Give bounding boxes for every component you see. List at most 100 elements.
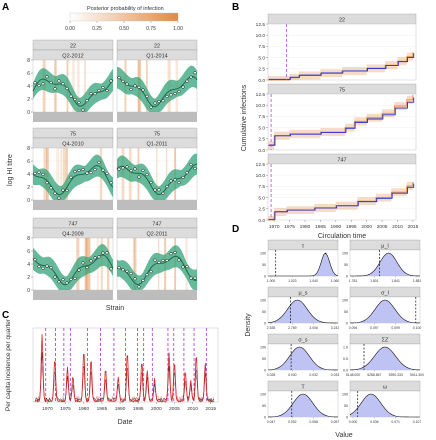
posterior-density-curve (267, 393, 339, 418)
y-tick-label: 100 (260, 346, 266, 350)
titre-observation-point (169, 179, 173, 183)
facet-strip-label: Q1-2011 (147, 142, 168, 148)
titre-observation-point (97, 255, 101, 259)
titre-observation-point (49, 266, 53, 270)
facet-strip-label: Q2-2012 (62, 54, 83, 60)
y-tick-label: 0 (264, 416, 266, 420)
titre-observation-point (173, 92, 177, 96)
titre-observation-point (173, 178, 177, 182)
incidence-sample-line (34, 366, 215, 403)
infection-probability-streak (60, 148, 63, 200)
y-tick-label: 6 (27, 159, 30, 165)
y-tick-label: 5.0 (258, 125, 265, 131)
titre-observation-point (193, 276, 197, 280)
y-tick-label: 4 (27, 172, 30, 178)
y-axis-label: Per capita incidence per quarter (5, 318, 12, 411)
titre-observation-point (149, 270, 153, 274)
titre-observation-point (97, 88, 101, 93)
posterior-density-fill (268, 253, 338, 276)
x-tick-label: 1.801 (370, 279, 379, 283)
titre-observation-point (57, 280, 61, 284)
legend-tick-label: 0.00 (65, 26, 75, 32)
titre-observation-point (65, 86, 69, 90)
titre-observation-point (193, 166, 197, 171)
param-strip-label: τ (302, 244, 305, 250)
titre-observation-point (65, 281, 69, 285)
x-tick-label: 0.107 (413, 420, 422, 424)
titre-observation-point (45, 264, 49, 268)
titre-observation-point (85, 99, 89, 103)
x-tick-label: 2005 (377, 224, 388, 230)
x-axis-label: Circulation time (318, 233, 366, 240)
y-tick-label: 0.0 (258, 78, 265, 84)
x-axis-label: Strain (106, 305, 124, 312)
x-tick-label: 1985 (97, 406, 108, 412)
titre-observation-point (117, 167, 121, 171)
titre-credible-band (117, 153, 197, 200)
y-tick-label: 12.5 (256, 162, 266, 168)
posterior-density-fill (268, 347, 338, 370)
titre-observation-point (93, 92, 97, 96)
titre-observation-point (181, 175, 185, 179)
titre-observation-point (81, 261, 85, 265)
x-axis-label: Value (335, 432, 352, 439)
titre-observation-point (161, 99, 165, 103)
titre-observation-point (41, 172, 45, 176)
y-tick-label: 7.5 (258, 44, 265, 50)
titre-observation-point (77, 101, 81, 105)
legend-tick-label: 1.00 (173, 26, 183, 32)
titre-observation-point (173, 250, 177, 255)
x-tick-label: 2005 (169, 406, 180, 412)
titre-observation-point (153, 258, 157, 262)
posterior-density-fill (350, 347, 420, 370)
y-tick-label: 0 (27, 288, 30, 294)
x-tick-label: 5288.867 (367, 373, 381, 377)
titre-observation-point (189, 276, 193, 280)
titre-observation-point (105, 88, 109, 93)
titre-observation-point (133, 84, 137, 88)
y-tick-label: 50 (262, 357, 266, 361)
titre-observation-point (69, 94, 73, 98)
titre-observation-point (105, 171, 109, 175)
titre-observation-point (33, 258, 37, 262)
titre-observation-point (169, 252, 173, 256)
y-tick-label: 12.5 (256, 92, 266, 98)
titre-observation-point (105, 251, 109, 255)
titre-median-line (116, 255, 198, 285)
y-tick-label: 0.0 (343, 369, 348, 373)
legend-tick-label: 0.50 (119, 26, 129, 32)
titre-observation-point (141, 88, 145, 92)
y-tick-label: 5.0 (258, 195, 265, 201)
titre-observation-point (97, 160, 101, 164)
x-tick-label: 0.000 (349, 420, 358, 424)
titre-observation-point (33, 81, 37, 85)
titre-observation-point (89, 92, 93, 96)
titre-observation-point (189, 163, 193, 167)
y-tick-label: 1.0 (343, 346, 348, 350)
x-tick-label: 1.781 (349, 279, 358, 283)
titre-observation-point (69, 175, 73, 179)
titre-observation-point (149, 105, 153, 109)
titre-observation-point (37, 265, 41, 269)
y-tick-label: 2 (27, 185, 30, 191)
y-tick-label: 0 (264, 369, 266, 373)
facet-panel (267, 93, 417, 151)
y-tick-label: 0 (346, 322, 348, 326)
titre-observation-point (81, 108, 85, 112)
x-tick-label: 0.036 (370, 420, 379, 424)
y-axis-label: Density (245, 313, 252, 337)
x-tick-label: 0.032 (309, 373, 318, 377)
titre-credible-band (33, 68, 113, 112)
titre-observation-point (45, 181, 49, 185)
titre-observation-point (77, 268, 81, 272)
x-tick-label: 0.097 (370, 326, 379, 330)
y-tick-label: 50 (344, 404, 348, 408)
titre-observation-point (89, 259, 93, 263)
titre-observation-point (69, 277, 73, 281)
y-tick-label: 5.0 (258, 55, 265, 61)
x-tick-label: 0.033 (331, 373, 340, 377)
facet-strip-label: 22 (70, 44, 76, 50)
panel-letter: B (232, 2, 239, 13)
titre-observation-point (41, 266, 45, 270)
